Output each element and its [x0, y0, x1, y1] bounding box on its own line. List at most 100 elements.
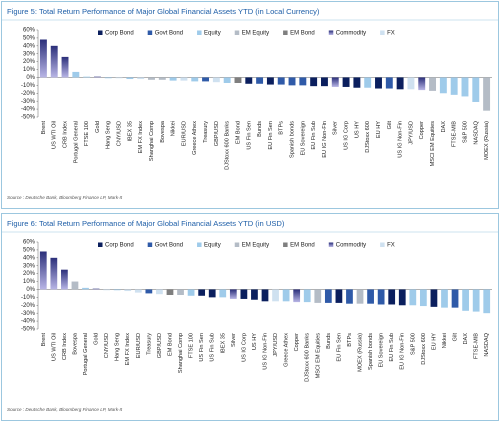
bar — [439, 77, 447, 94]
bar — [145, 289, 153, 294]
x-tick-label: Silver — [333, 121, 339, 135]
y-tick-label: -10% — [21, 83, 36, 89]
bar — [331, 77, 339, 87]
bar — [419, 289, 427, 307]
y-tick-label: 40% — [23, 255, 36, 261]
bar — [472, 77, 480, 102]
bar — [212, 77, 220, 83]
bar — [461, 77, 469, 97]
y-tick-label: -40% — [21, 319, 36, 325]
y-tick-label: -40% — [21, 107, 36, 113]
y-tick-label: 60% — [23, 240, 36, 246]
bar — [462, 289, 469, 311]
bar — [39, 251, 47, 290]
bar — [430, 289, 438, 307]
legend-swatch — [98, 30, 103, 35]
bar — [223, 77, 231, 83]
bar — [314, 289, 322, 303]
bar — [234, 77, 242, 83]
bar — [82, 287, 89, 290]
x-tick-label: EM Bond — [167, 333, 173, 356]
x-tick-label: US HY — [252, 333, 258, 350]
legend-label: Commodity — [336, 31, 366, 37]
legend-label: FX — [387, 243, 395, 249]
y-tick-label: -30% — [21, 311, 36, 317]
legend-label: EM Equity — [242, 243, 269, 249]
y-tick-label: 10% — [23, 67, 36, 73]
bar — [299, 77, 307, 86]
x-tick-label: MOEX (Russia) — [484, 121, 490, 160]
bar — [115, 77, 123, 79]
x-tick-label: FTSE 100 — [84, 121, 90, 146]
bar — [50, 257, 58, 290]
bar — [418, 77, 426, 91]
bar — [166, 289, 174, 295]
x-tick-label: Bovespa — [72, 332, 78, 355]
x-tick-label: Brent — [41, 333, 47, 347]
x-tick-label: EU Fin Sub — [311, 121, 317, 150]
legend-label: Commodity — [336, 243, 366, 249]
x-tick-label: Shanghai Comp — [178, 333, 184, 373]
bar — [92, 288, 100, 290]
x-tick-label: EU Sovereign — [300, 121, 306, 156]
y-tick-label: 30% — [23, 51, 36, 57]
x-tick-label: EU IG Non-Fin — [322, 121, 328, 158]
y-tick-label: -20% — [21, 303, 36, 309]
bar — [346, 289, 353, 304]
x-tick-label: EU Fin Sub — [389, 333, 395, 362]
x-tick-label: Nikkei — [171, 121, 177, 136]
bar — [219, 289, 227, 298]
x-tick-label: CNY/USD — [117, 121, 123, 146]
y-tick-label: 50% — [23, 247, 36, 253]
x-tick-label: Portugal General — [83, 333, 89, 375]
source-note: Source : Deutsche Bank, Bloomberg Financ… — [7, 195, 123, 200]
bar — [483, 289, 491, 314]
legend-swatch — [197, 242, 202, 247]
bar — [148, 77, 155, 80]
y-tick-label: 20% — [23, 59, 36, 65]
bar — [310, 77, 318, 87]
bar — [398, 289, 406, 306]
bar — [208, 289, 216, 298]
bar — [245, 77, 253, 84]
bar — [277, 77, 285, 85]
legend-label: FX — [387, 31, 395, 37]
bar — [320, 77, 328, 87]
x-tick-label: Silver — [231, 333, 237, 347]
legend-label: Corp Bond — [105, 243, 134, 249]
x-tick-label: FTSE-MIB — [474, 333, 480, 359]
bar — [202, 77, 210, 82]
bar — [256, 77, 264, 84]
x-tick-label: US IG Non-Fin — [262, 333, 268, 370]
x-tick-label: EM FX Index — [138, 121, 144, 154]
bar — [293, 289, 301, 303]
x-tick-label: FTSE-MIB — [452, 121, 458, 147]
x-tick-label: Gold — [94, 333, 100, 345]
bar — [104, 77, 112, 79]
chart-title: Figure 6: Total Return Performance of Ma… — [7, 219, 285, 228]
bar — [303, 289, 311, 303]
bar — [364, 77, 372, 88]
x-tick-label: MSCI EM Equities — [315, 333, 321, 379]
x-tick-label: EM Bond — [235, 121, 241, 144]
x-tick-label: IBEX 35 — [127, 121, 133, 142]
x-tick-label: Treasury — [146, 333, 152, 355]
bar — [177, 289, 184, 295]
y-tick-label: 60% — [23, 28, 36, 34]
x-tick-label: EU IG Non-Fin — [400, 333, 406, 370]
bar — [367, 289, 374, 304]
x-tick-label: CRB Index — [63, 121, 69, 148]
legend-swatch — [234, 242, 240, 247]
legend-swatch — [197, 30, 202, 35]
x-tick-label: JPY/USD — [408, 121, 414, 145]
x-tick-label: Gilt — [387, 121, 393, 130]
y-tick-label: 30% — [23, 263, 36, 269]
x-tick-label: EU Sovereign — [379, 333, 385, 368]
legend-label: Corp Bond — [105, 31, 134, 37]
bar — [134, 289, 142, 293]
x-tick-label: Spanish bonds — [290, 121, 296, 158]
y-tick-label: -10% — [21, 295, 36, 301]
panel-border — [1, 213, 499, 421]
bar — [377, 289, 385, 305]
